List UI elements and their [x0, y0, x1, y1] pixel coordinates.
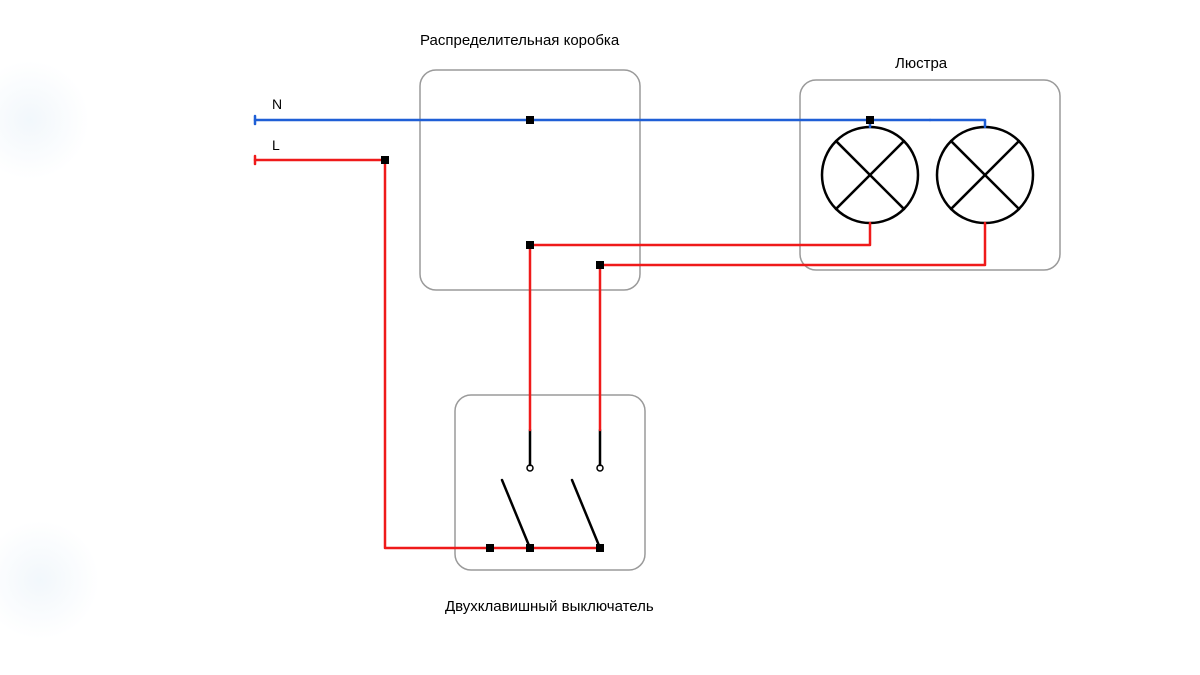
wiring-diagram: { "labels": { "junction_box": "Распредел…: [0, 0, 1200, 675]
switch-label: Двухклавишный выключатель: [445, 598, 654, 615]
diagram-svg: [0, 0, 1200, 675]
chandelier-label: Люстра: [895, 55, 947, 72]
neutral-label: N: [272, 96, 282, 112]
live-label: L: [272, 137, 280, 153]
junction-box-label: Распределительная коробка: [420, 32, 619, 49]
